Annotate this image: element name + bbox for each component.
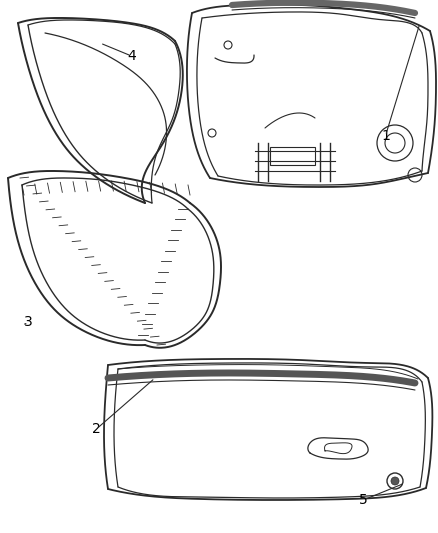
Text: 2: 2 — [92, 422, 101, 436]
Text: 5: 5 — [359, 493, 368, 507]
Bar — [270, 147, 315, 165]
Text: 4: 4 — [127, 49, 136, 63]
Text: 1: 1 — [381, 129, 390, 143]
Circle shape — [391, 477, 399, 485]
Text: 3: 3 — [24, 316, 33, 329]
